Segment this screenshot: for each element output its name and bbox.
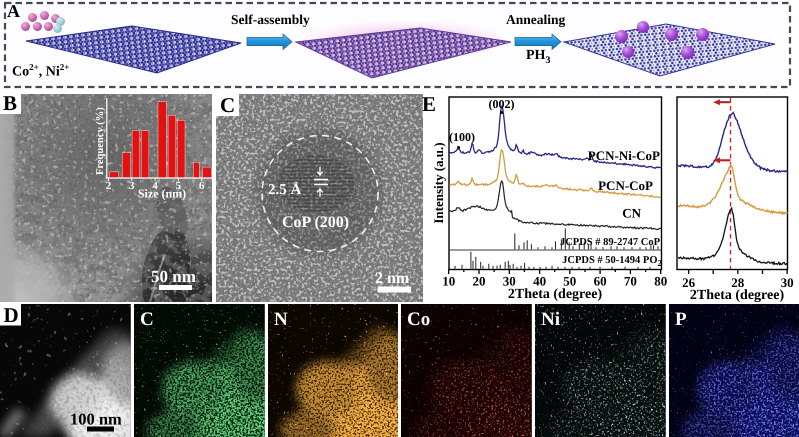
svg-text:3: 3 bbox=[129, 180, 135, 192]
svg-text:30: 30 bbox=[781, 275, 794, 290]
svg-text:2 nm: 2 nm bbox=[375, 270, 410, 287]
svg-text:5: 5 bbox=[176, 180, 182, 192]
svg-text:2Theta (degree): 2Theta (degree) bbox=[508, 287, 603, 302]
svg-text:26: 26 bbox=[682, 275, 696, 290]
svg-text:20: 20 bbox=[473, 274, 486, 289]
svg-text:Intensity (a.u.): Intensity (a.u.) bbox=[431, 142, 446, 223]
svg-text:P: P bbox=[675, 309, 687, 330]
svg-text:28: 28 bbox=[731, 275, 745, 290]
svg-text:(002): (002) bbox=[489, 97, 515, 111]
svg-text:Frequency (%): Frequency (%) bbox=[95, 107, 106, 175]
svg-text:40: 40 bbox=[533, 274, 546, 289]
svg-text:2: 2 bbox=[106, 180, 112, 192]
svg-text:E: E bbox=[422, 92, 436, 116]
svg-text:C: C bbox=[140, 309, 154, 330]
svg-text:100 nm: 100 nm bbox=[70, 409, 122, 428]
svg-text:D: D bbox=[3, 304, 18, 327]
svg-text:Ni: Ni bbox=[541, 309, 560, 330]
svg-text:C: C bbox=[220, 94, 235, 117]
svg-text:PCN-CoP: PCN-CoP bbox=[598, 178, 653, 193]
svg-text:60: 60 bbox=[594, 274, 607, 289]
svg-text:4: 4 bbox=[152, 180, 158, 192]
svg-text:CN: CN bbox=[622, 206, 641, 221]
svg-text:(100): (100) bbox=[449, 130, 475, 144]
svg-text:2.5 Å: 2.5 Å bbox=[268, 181, 302, 198]
svg-text:JCPDS # 50-1494 PO2: JCPDS # 50-1494 PO2 bbox=[562, 255, 662, 268]
svg-text:2Theta (degree): 2Theta (degree) bbox=[690, 288, 785, 302]
svg-text:70: 70 bbox=[624, 274, 637, 289]
svg-text:Co: Co bbox=[407, 309, 430, 330]
svg-text:6: 6 bbox=[199, 180, 205, 192]
svg-text:50: 50 bbox=[563, 274, 576, 289]
svg-text:PCN-Ni-CoP: PCN-Ni-CoP bbox=[588, 148, 660, 163]
svg-text:10: 10 bbox=[442, 274, 455, 289]
svg-text:CoP (200): CoP (200) bbox=[282, 214, 349, 231]
svg-text:30: 30 bbox=[503, 274, 516, 289]
svg-text:Size (nm): Size (nm) bbox=[138, 187, 186, 201]
svg-text:80: 80 bbox=[654, 274, 667, 289]
svg-text:JCPDS # 89-2747 CoP: JCPDS # 89-2747 CoP bbox=[560, 237, 661, 248]
svg-text:N: N bbox=[274, 309, 288, 330]
